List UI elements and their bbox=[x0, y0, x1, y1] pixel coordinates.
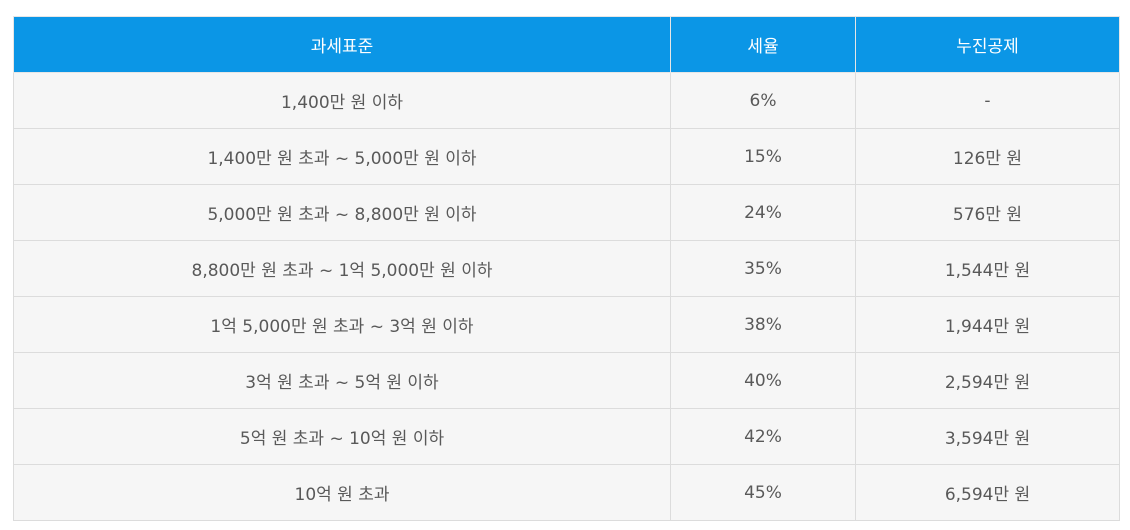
cell-tax-base: 10억 원 초과 bbox=[13, 464, 671, 521]
cell-tax-base: 1억 5,000만 원 초과 ~ 3억 원 이하 bbox=[13, 296, 671, 353]
header-tax-rate: 세율 bbox=[670, 16, 856, 73]
header-row: 과세표준 세율 누진공제 bbox=[13, 16, 1120, 73]
table-row: 5,000만 원 초과 ~ 8,800만 원 이하 24% 576만 원 bbox=[13, 184, 1120, 241]
cell-tax-rate: 35% bbox=[670, 240, 856, 297]
header-tax-base: 과세표준 bbox=[13, 16, 671, 73]
cell-deduction: 2,594만 원 bbox=[855, 352, 1120, 409]
cell-tax-rate: 42% bbox=[670, 408, 856, 465]
cell-deduction: 3,594만 원 bbox=[855, 408, 1120, 465]
table-row: 5억 원 초과 ~ 10억 원 이하 42% 3,594만 원 bbox=[13, 408, 1120, 465]
cell-deduction: 1,944만 원 bbox=[855, 296, 1120, 353]
cell-tax-base: 8,800만 원 초과 ~ 1억 5,000만 원 이하 bbox=[13, 240, 671, 297]
tax-rate-table-container: 과세표준 세율 누진공제 1,400만 원 이하 6% - 1,400만 원 초… bbox=[13, 16, 1120, 521]
cell-tax-rate: 6% bbox=[670, 72, 856, 129]
cell-deduction: 576만 원 bbox=[855, 184, 1120, 241]
cell-tax-rate: 38% bbox=[670, 296, 856, 353]
cell-tax-base: 3억 원 초과 ~ 5억 원 이하 bbox=[13, 352, 671, 409]
table-header: 과세표준 세율 누진공제 bbox=[13, 16, 1120, 73]
cell-tax-base: 1,400만 원 초과 ~ 5,000만 원 이하 bbox=[13, 128, 671, 185]
cell-tax-base: 5,000만 원 초과 ~ 8,800만 원 이하 bbox=[13, 184, 671, 241]
tax-rate-table: 과세표준 세율 누진공제 1,400만 원 이하 6% - 1,400만 원 초… bbox=[13, 16, 1120, 521]
cell-tax-rate: 24% bbox=[670, 184, 856, 241]
cell-deduction: 6,594만 원 bbox=[855, 464, 1120, 521]
cell-tax-base: 5억 원 초과 ~ 10억 원 이하 bbox=[13, 408, 671, 465]
table-row: 8,800만 원 초과 ~ 1억 5,000만 원 이하 35% 1,544만 … bbox=[13, 240, 1120, 297]
cell-deduction: 126만 원 bbox=[855, 128, 1120, 185]
cell-deduction: - bbox=[855, 72, 1120, 129]
header-progressive-deduction: 누진공제 bbox=[855, 16, 1120, 73]
cell-tax-rate: 40% bbox=[670, 352, 856, 409]
cell-tax-base: 1,400만 원 이하 bbox=[13, 72, 671, 129]
table-body: 1,400만 원 이하 6% - 1,400만 원 초과 ~ 5,000만 원 … bbox=[13, 72, 1120, 521]
table-row: 1,400만 원 초과 ~ 5,000만 원 이하 15% 126만 원 bbox=[13, 128, 1120, 185]
table-row: 3억 원 초과 ~ 5억 원 이하 40% 2,594만 원 bbox=[13, 352, 1120, 409]
table-row: 1억 5,000만 원 초과 ~ 3억 원 이하 38% 1,944만 원 bbox=[13, 296, 1120, 353]
table-row: 10억 원 초과 45% 6,594만 원 bbox=[13, 464, 1120, 521]
table-row: 1,400만 원 이하 6% - bbox=[13, 72, 1120, 129]
cell-deduction: 1,544만 원 bbox=[855, 240, 1120, 297]
cell-tax-rate: 45% bbox=[670, 464, 856, 521]
cell-tax-rate: 15% bbox=[670, 128, 856, 185]
